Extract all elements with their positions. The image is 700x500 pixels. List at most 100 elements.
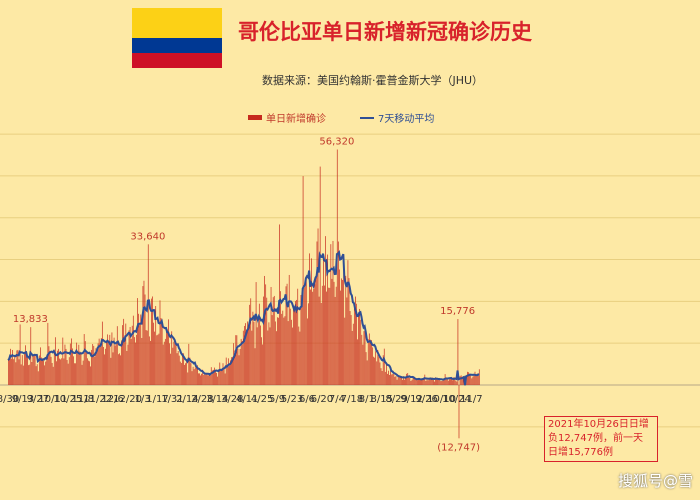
- daily-bar: [163, 341, 165, 385]
- daily-bar: [97, 343, 99, 385]
- daily-bar: [107, 334, 109, 385]
- daily-bar: [132, 315, 134, 385]
- daily-bar: [33, 355, 35, 385]
- daily-bar: [396, 379, 398, 385]
- daily-bar: [333, 281, 335, 385]
- daily-bar: [155, 306, 157, 385]
- x-tick-label: 7/18: [341, 394, 363, 405]
- daily-bar: [342, 279, 343, 385]
- daily-bar: [131, 325, 133, 385]
- daily-bar: [156, 335, 158, 385]
- daily-bar: [191, 371, 193, 385]
- daily-bar: [450, 378, 451, 385]
- x-tick-label: 12/20: [113, 394, 142, 405]
- daily-bar: [381, 370, 383, 385]
- legend-label-avg: 7天移动平均: [378, 114, 435, 125]
- daily-bar: [458, 385, 460, 439]
- daily-bar: [109, 334, 111, 385]
- daily-bar: [287, 321, 289, 385]
- daily-bar: [278, 317, 279, 385]
- x-tick-label: 6/6: [299, 394, 315, 405]
- daily-bar: [268, 322, 270, 385]
- daily-bar: [323, 254, 324, 385]
- daily-bar: [203, 374, 205, 385]
- daily-bar: [186, 360, 188, 385]
- daily-bar: [442, 379, 444, 385]
- daily-bar: [283, 317, 285, 385]
- daily-bar: [190, 363, 192, 385]
- daily-bar: [236, 335, 238, 385]
- daily-bar: [434, 381, 435, 385]
- daily-bar: [81, 364, 83, 385]
- daily-bar: [213, 369, 214, 385]
- daily-bar: [254, 348, 256, 385]
- legend-swatch-line: [360, 116, 374, 119]
- daily-bar: [267, 330, 269, 385]
- daily-bar: [220, 368, 222, 385]
- daily-bar: [394, 376, 396, 385]
- daily-bar: [116, 326, 118, 385]
- x-tick-label: 4/25: [251, 394, 273, 405]
- daily-bar: [137, 298, 138, 385]
- daily-bar: [274, 321, 276, 385]
- daily-bar: [420, 378, 421, 385]
- x-tick-label: 10/25: [53, 394, 82, 405]
- daily-bar: [202, 369, 204, 385]
- daily-bar: [226, 365, 228, 385]
- daily-bar: [271, 315, 273, 385]
- daily-bar: [75, 363, 76, 385]
- daily-bar: [426, 379, 428, 385]
- daily-bar: [238, 355, 240, 385]
- legend-item-avg: 7天移动平均: [360, 110, 434, 125]
- daily-bar: [227, 358, 229, 385]
- x-tick-label: 11/22: [83, 394, 112, 405]
- x-tick-label: 1/31: [161, 394, 183, 405]
- daily-bar: [83, 334, 85, 385]
- daily-bar: [53, 350, 55, 385]
- daily-bar: [356, 303, 357, 385]
- daily-bar: [101, 321, 103, 385]
- daily-bar: [477, 374, 479, 385]
- daily-bar: [392, 374, 394, 385]
- daily-bar: [309, 253, 310, 385]
- daily-bar: [82, 360, 84, 385]
- daily-bar: [60, 359, 62, 385]
- daily-bar: [40, 347, 41, 385]
- daily-bar: [119, 353, 120, 385]
- daily-bar: [393, 373, 395, 385]
- x-tick-label: 11/8: [72, 394, 94, 405]
- daily-bar: [134, 337, 135, 385]
- daily-bar: [199, 373, 200, 385]
- daily-bar: [269, 327, 271, 385]
- daily-bar: [400, 376, 402, 385]
- daily-bar: [161, 319, 163, 385]
- daily-bar: [120, 355, 121, 385]
- daily-bar: [359, 308, 361, 385]
- daily-bar: [360, 319, 362, 385]
- daily-bar: [250, 298, 252, 385]
- daily-bar: [103, 346, 104, 385]
- daily-bar: [334, 296, 336, 385]
- data-label: (12,747): [437, 442, 480, 453]
- x-tick-label: 10/10: [427, 394, 456, 405]
- daily-bar: [344, 317, 346, 385]
- daily-bar: [166, 332, 167, 385]
- daily-bar: [25, 345, 26, 385]
- daily-bar: [241, 340, 243, 385]
- daily-bar: [371, 340, 372, 385]
- daily-bar: [63, 358, 65, 385]
- daily-bar: [382, 355, 384, 385]
- daily-bar: [104, 354, 105, 385]
- daily-bar: [413, 377, 415, 385]
- daily-bar: [19, 324, 21, 385]
- daily-bar: [410, 380, 412, 385]
- daily-bar: [368, 333, 370, 385]
- daily-bar: [13, 359, 15, 385]
- daily-bar: [386, 363, 387, 385]
- daily-bar: [92, 344, 94, 385]
- daily-bar: [237, 348, 239, 385]
- daily-bar: [50, 356, 52, 385]
- daily-bar: [430, 377, 432, 385]
- daily-bar: [357, 339, 358, 385]
- flag-stripe-yellow: [132, 8, 222, 38]
